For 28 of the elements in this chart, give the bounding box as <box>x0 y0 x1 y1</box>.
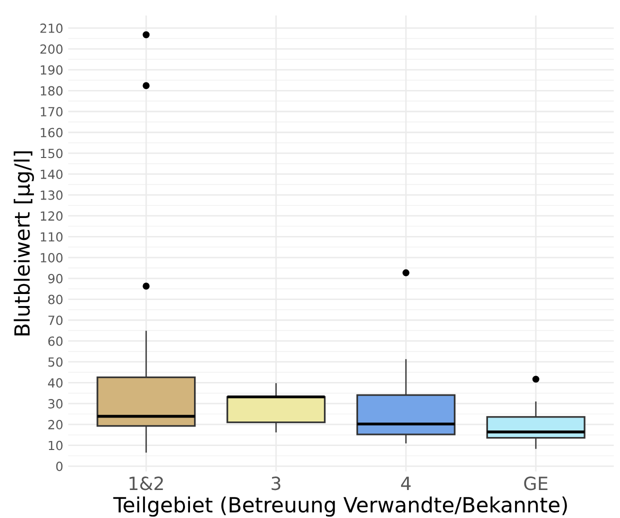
y-tick-label: 20 <box>48 420 63 430</box>
y-tick-label: 10 <box>48 440 63 450</box>
y-tick-label: 110 <box>40 232 63 242</box>
x-tick-label: 4 <box>401 476 411 490</box>
y-tick-label: 80 <box>48 294 63 304</box>
y-axis-title: Blutbleiwert [µg/l] <box>14 151 34 336</box>
y-tick-label: 160 <box>40 128 63 138</box>
y-tick-label: 0 <box>56 462 63 472</box>
x-tick-label: 1&2 <box>130 476 163 490</box>
x-tick-label: 3 <box>272 476 280 490</box>
y-tick-label: 100 <box>40 253 63 262</box>
y-tick-label: 210 <box>40 24 63 33</box>
y-tick-label: 190 <box>40 65 63 75</box>
x-axis-title: Teilgebiet (Betreuung Verwandte/Bekannte) <box>113 496 567 517</box>
y-tick-label: 180 <box>40 86 63 96</box>
y-tick-label: 70 <box>48 316 63 326</box>
y-tick-label: 40 <box>48 378 63 388</box>
y-tick-label: 130 <box>40 190 63 200</box>
y-tick-label: 200 <box>40 44 63 54</box>
y-tick-label: 120 <box>40 211 63 221</box>
y-tick-label: 170 <box>40 106 63 116</box>
y-tick-label: 90 <box>48 274 63 284</box>
x-tick-label: GE <box>524 476 548 490</box>
y-tick-label: 50 <box>48 357 63 367</box>
y-tick-label: 140 <box>40 170 63 180</box>
y-tick-label: 60 <box>48 336 63 346</box>
y-tick-label: 150 <box>40 148 63 158</box>
y-tick-label: 30 <box>48 399 63 409</box>
